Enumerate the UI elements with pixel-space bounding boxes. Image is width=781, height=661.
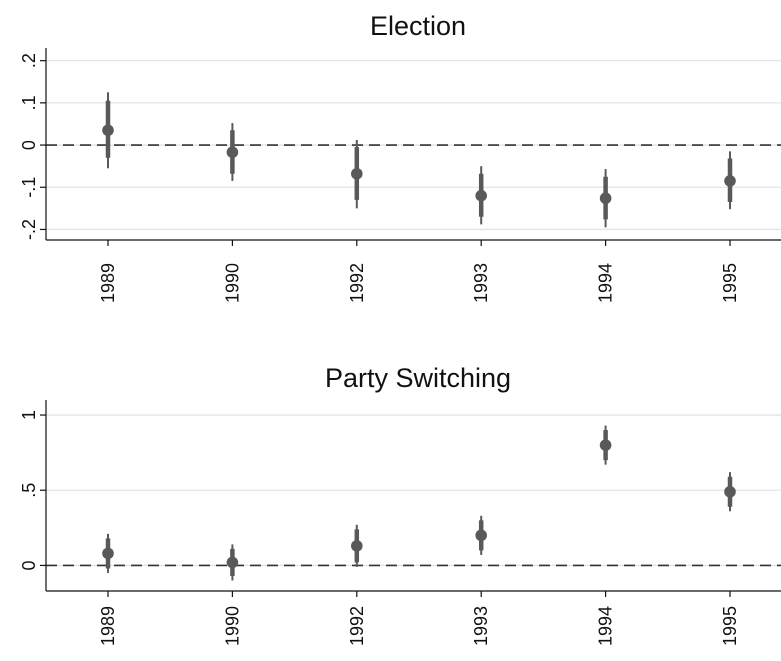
- y-tick-label: .2: [19, 53, 39, 68]
- point-estimate-1989: [102, 124, 114, 136]
- x-tick-label: 1990: [222, 263, 242, 303]
- x-tick-label: 1992: [347, 263, 367, 303]
- x-tick-label: 1989: [98, 263, 118, 303]
- panel-party-switching: Party Switching 1 .5 0 1989 1990 1992 1993 1994…: [19, 363, 781, 646]
- point-estimate-1993: [475, 530, 487, 542]
- panel-election: Election .2 .1 0 -.1 -.2 1989 1990 1992 1993 1994…: [19, 11, 781, 303]
- y-tick-label: 0: [19, 560, 39, 570]
- point-estimate-1994: [600, 439, 612, 451]
- x-tick-label: 1995: [720, 606, 740, 646]
- x-tick-label: 1994: [596, 263, 616, 303]
- chart-title: Election: [370, 11, 466, 41]
- point-estimate-1993: [475, 190, 487, 202]
- point-estimate-1990: [227, 146, 239, 158]
- point-estimate-1992: [351, 540, 363, 552]
- point-estimate-1990: [227, 557, 239, 569]
- point-estimate-1995: [724, 486, 736, 498]
- x-tick-label: 1995: [720, 263, 740, 303]
- x-tick-label: 1989: [98, 606, 118, 646]
- point-estimate-1995: [724, 175, 736, 187]
- point-estimate-1989: [102, 548, 114, 560]
- x-tick-label: 1990: [222, 606, 242, 646]
- x-tick-label: 1993: [471, 606, 491, 646]
- x-tick-label: 1994: [596, 606, 616, 646]
- x-tick-label: 1992: [347, 606, 367, 646]
- y-tick-label: .5: [19, 483, 39, 498]
- x-tick-label: 1993: [471, 263, 491, 303]
- point-estimate-1992: [351, 168, 363, 180]
- y-tick-label: -.1: [19, 177, 39, 198]
- point-estimate-1994: [600, 192, 612, 204]
- y-tick-label: .1: [19, 95, 39, 110]
- y-tick-label: 1: [19, 410, 39, 420]
- y-tick-label: 0: [19, 140, 39, 150]
- chart-title: Party Switching: [325, 363, 511, 393]
- y-tick-label: -.2: [19, 219, 39, 240]
